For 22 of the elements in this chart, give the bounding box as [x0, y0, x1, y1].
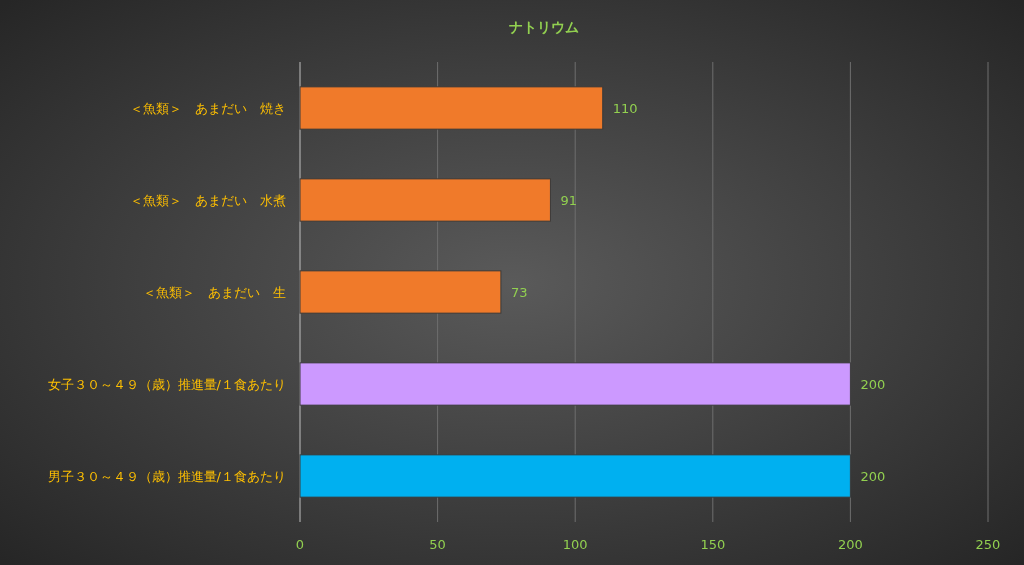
x-tick-label: 100: [562, 537, 588, 552]
bar: [299, 86, 604, 130]
data-label: 200: [860, 469, 886, 484]
y-tick-label: 男子３０～４９（歳）推進量/１食あたり: [47, 469, 286, 484]
bar: [299, 362, 851, 406]
y-tick-label: ＜魚類＞ あまだい 生: [143, 285, 286, 300]
chart-title: ナトリウム: [509, 19, 579, 35]
data-label: 73: [510, 285, 528, 300]
data-label: 91: [560, 193, 577, 208]
y-tick-label: ＜魚類＞ あまだい 水煮: [130, 193, 286, 208]
bar: [299, 178, 551, 222]
y-tick-label: 女子３０～４９（歳）推進量/１食あたり: [47, 377, 286, 392]
x-tick-label: 0: [295, 537, 305, 552]
x-tick-label: 150: [700, 537, 726, 552]
x-tick-label: 200: [837, 537, 863, 552]
bar: [299, 270, 502, 314]
bar: [299, 454, 851, 498]
x-tick-label: 50: [429, 537, 446, 552]
data-label: 110: [612, 101, 638, 116]
x-tick-label: 250: [975, 537, 1001, 552]
data-label: 200: [860, 377, 886, 392]
y-tick-label: ＜魚類＞ あまだい 焼き: [130, 101, 286, 116]
